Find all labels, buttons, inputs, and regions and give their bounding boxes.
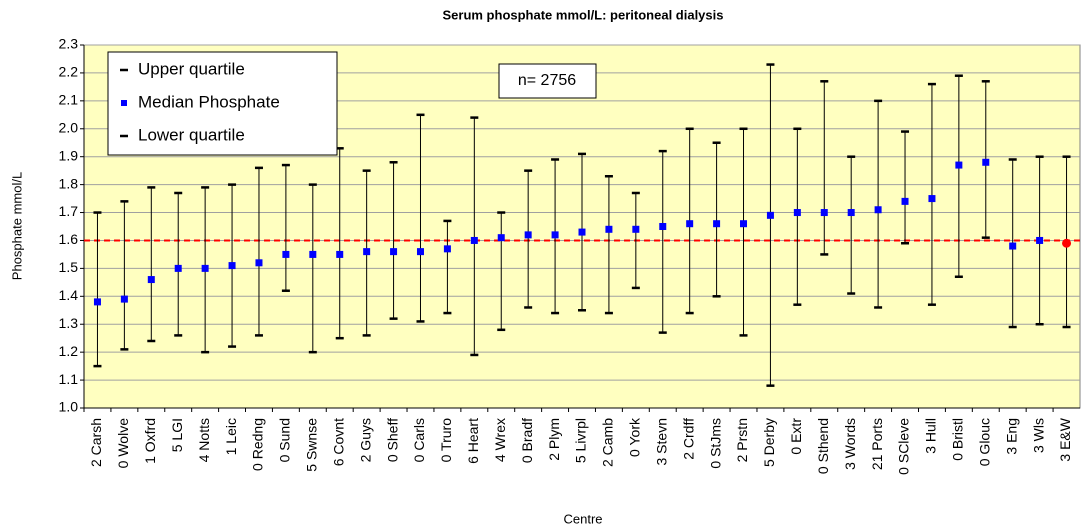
median-point xyxy=(363,248,371,256)
x-tick-label: 0 Glouc xyxy=(976,418,992,466)
median-point xyxy=(120,295,128,303)
x-tick-label: 1 Leic xyxy=(223,418,239,455)
median-point xyxy=(282,250,290,258)
x-tick-label: 0 Sthend xyxy=(815,418,831,474)
x-tick-label: 0 Bradf xyxy=(519,418,535,463)
x-tick-label: 5 Livrpl xyxy=(573,418,589,463)
median-point xyxy=(524,231,532,239)
median-point xyxy=(713,220,721,228)
median-point xyxy=(497,234,505,242)
x-tick-label: 2 Crdff xyxy=(680,418,696,460)
median-point xyxy=(578,228,586,236)
median-point xyxy=(470,236,478,244)
median-point xyxy=(847,209,855,217)
median-point xyxy=(740,220,748,228)
legend-label: Upper quartile xyxy=(138,59,245,78)
median-point xyxy=(686,220,694,228)
median-point xyxy=(309,250,317,258)
x-tick-label: 0 Redng xyxy=(250,418,266,471)
median-point xyxy=(766,211,774,219)
y-tick-label: 1.3 xyxy=(59,315,79,331)
x-tick-label: 0 Truro xyxy=(438,418,454,463)
chart-title: Serum phosphate mmol/L: peritoneal dialy… xyxy=(442,7,723,22)
y-tick-label: 1.2 xyxy=(59,343,79,359)
median-point xyxy=(551,231,559,239)
median-point xyxy=(228,262,236,270)
median-point xyxy=(874,206,882,214)
x-tick-label: 6 Heart xyxy=(465,418,481,464)
x-tick-label: 2 Prstn xyxy=(734,418,750,462)
median-point xyxy=(336,250,344,258)
y-tick-label: 1.4 xyxy=(59,287,79,303)
x-tick-label: 0 Extr xyxy=(788,418,804,455)
x-tick-label: 3 Stevn xyxy=(653,418,669,465)
x-tick-label: 0 York xyxy=(627,417,643,457)
x-tick-label: 0 Sheff xyxy=(384,418,400,462)
x-tick-label: 2 Plym xyxy=(546,418,562,461)
median-point xyxy=(982,158,990,166)
legend-label: Median Phosphate xyxy=(138,92,280,111)
median-point xyxy=(390,248,398,256)
y-tick-label: 1.7 xyxy=(59,203,79,219)
median-point xyxy=(659,223,667,230)
y-tick-label: 1.8 xyxy=(59,175,79,191)
x-tick-label: 2 Camb xyxy=(600,418,616,467)
x-tick-label: 21 Ports xyxy=(869,418,885,470)
median-point xyxy=(1062,238,1072,248)
y-tick-label: 1.5 xyxy=(59,259,79,275)
y-tick-label: 2.0 xyxy=(59,119,79,135)
x-tick-label: 3 E&W xyxy=(1057,417,1073,461)
median-point xyxy=(147,276,155,284)
median-point xyxy=(605,225,613,233)
y-axis-title: Phosphate mmol/L xyxy=(9,172,24,280)
x-tick-label: 1 Oxfrd xyxy=(142,418,158,464)
legend-marker xyxy=(121,100,127,106)
y-tick-label: 2.2 xyxy=(59,64,79,80)
median-point xyxy=(820,209,828,217)
x-axis-title: Centre xyxy=(563,511,602,526)
median-point xyxy=(255,259,263,267)
median-point xyxy=(632,225,640,233)
x-tick-label: 5 Derby xyxy=(761,418,777,467)
y-tick-label: 1.0 xyxy=(59,399,79,415)
x-tick-label: 6 Covnt xyxy=(330,418,346,466)
x-tick-label: 3 Eng xyxy=(1003,418,1019,455)
median-point xyxy=(201,264,209,272)
median-point xyxy=(443,245,451,253)
x-tick-label: 0 Bristl xyxy=(950,418,966,461)
y-tick-label: 2.3 xyxy=(59,36,79,52)
annotation: n= 2756 xyxy=(518,72,576,89)
median-point xyxy=(1036,236,1044,244)
median-point xyxy=(1009,242,1017,250)
x-tick-label: 5 Swnse xyxy=(304,418,320,472)
legend-label: Lower quartile xyxy=(138,125,245,144)
x-tick-label: 3 Words xyxy=(842,418,858,470)
legend-box xyxy=(107,51,338,156)
y-tick-label: 2.1 xyxy=(59,92,79,108)
median-point xyxy=(174,264,182,272)
median-point xyxy=(928,195,936,203)
x-tick-label: 4 Wrex xyxy=(492,418,508,462)
x-tick-label: 0 Carls xyxy=(411,418,427,462)
x-tick-label: 0 Sund xyxy=(277,418,293,462)
x-tick-label: 4 Notts xyxy=(196,418,212,462)
x-tick-label: 3 Wls xyxy=(1030,418,1046,453)
y-tick-label: 1.9 xyxy=(59,147,79,163)
y-tick-label: 1.1 xyxy=(59,371,79,387)
median-point xyxy=(793,209,801,217)
x-tick-label: 3 Hull xyxy=(923,418,939,454)
median-point xyxy=(901,197,909,205)
median-point xyxy=(93,298,101,306)
x-tick-label: 0 StJms xyxy=(707,418,723,469)
x-tick-label: 0 SCleve xyxy=(896,418,912,475)
annotation-box xyxy=(498,63,597,99)
x-tick-label: 5 LGI xyxy=(169,418,185,452)
x-tick-label: 2 Guys xyxy=(357,418,373,462)
x-tick-label: 2 Carsh xyxy=(88,418,104,467)
median-point xyxy=(955,161,963,169)
y-tick-label: 1.6 xyxy=(59,231,79,247)
median-point xyxy=(416,248,424,256)
x-tick-label: 0 Wolve xyxy=(115,418,131,469)
